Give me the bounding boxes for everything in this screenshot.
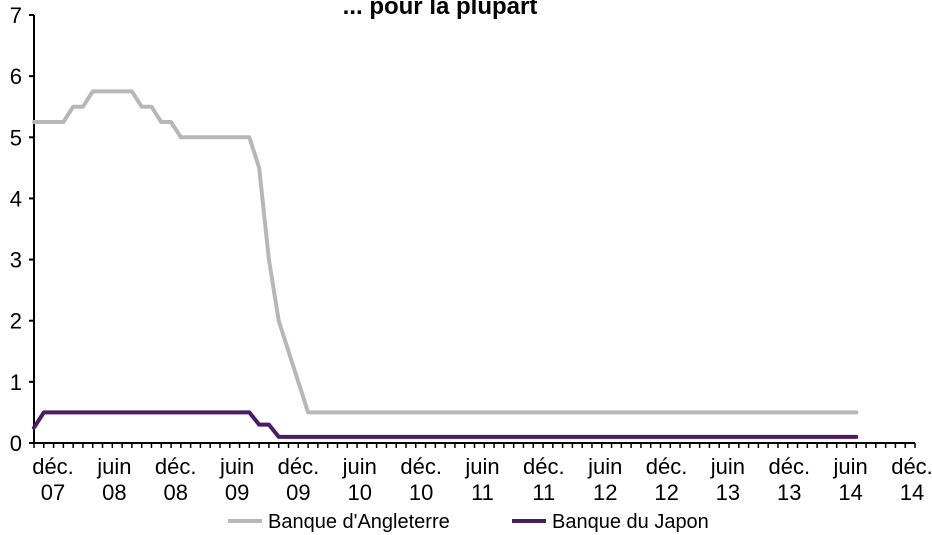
x-tick-label: déc. <box>768 454 810 479</box>
x-tick-label: 12 <box>593 480 617 505</box>
x-tick-label: juin <box>833 454 868 479</box>
y-tick-label: 0 <box>10 431 22 456</box>
x-tick-label: 09 <box>225 480 249 505</box>
legend: Banque d'Angleterre Banque du Japon <box>228 511 709 533</box>
x-tick-label: 10 <box>409 480 433 505</box>
y-tick-label: 1 <box>10 370 22 395</box>
x-tick-label: 10 <box>348 480 372 505</box>
x-tick-label: 11 <box>471 480 494 505</box>
series-line-0 <box>32 89 859 415</box>
y-tick-label: 6 <box>10 64 22 89</box>
x-tick-label: 14 <box>838 480 862 505</box>
x-tick-label: déc. <box>646 454 688 479</box>
legend-label: Banque du Japon <box>552 511 709 533</box>
y-tick-label: 3 <box>10 248 22 273</box>
x-tick-label: 09 <box>286 480 310 505</box>
x-tick-label: 07 <box>41 480 65 505</box>
y-tick-label: 5 <box>10 125 22 150</box>
x-tick-label: 11 <box>532 480 555 505</box>
x-tick-label: juin <box>219 454 254 479</box>
y-tick-label: 4 <box>10 186 22 211</box>
x-tick-label: 13 <box>716 480 740 505</box>
x-tick-label: 14 <box>900 480 924 505</box>
x-tick-label: déc. <box>891 454 932 479</box>
x-tick-label: déc. <box>32 454 74 479</box>
x-tick-label: 12 <box>654 480 678 505</box>
x-tick-label: déc. <box>400 454 442 479</box>
series-layer <box>32 89 859 439</box>
x-tick-label: 08 <box>163 480 187 505</box>
y-tick-label: 7 <box>10 3 22 28</box>
x-tick-label: 13 <box>777 480 801 505</box>
x-tick-label: juin <box>464 454 499 479</box>
x-tick-label: juin <box>96 454 131 479</box>
x-tick-label: déc. <box>523 454 565 479</box>
x-tick-label: déc. <box>278 454 320 479</box>
x-tick-label: 08 <box>102 480 126 505</box>
series-line-1 <box>32 410 859 439</box>
x-tick-label: juin <box>710 454 745 479</box>
legend-label: Banque d'Angleterre <box>268 511 450 533</box>
x-tick-label: juin <box>587 454 622 479</box>
x-tick-label: déc. <box>155 454 197 479</box>
axes-layer: 01234567déc.07juin08déc.08juin09déc.09ju… <box>10 3 932 505</box>
x-tick-label: juin <box>342 454 377 479</box>
chart-title: ... pour la plupart <box>343 0 538 20</box>
y-tick-label: 2 <box>10 309 22 334</box>
